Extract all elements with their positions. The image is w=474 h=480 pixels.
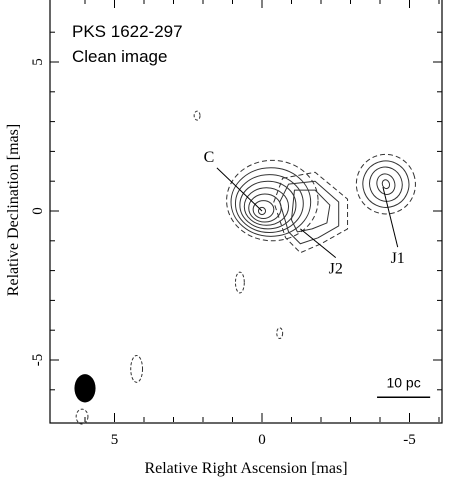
x-tick-label: 5 — [111, 432, 119, 448]
component-label: C — [204, 149, 215, 166]
y-tick-label: -5 — [30, 354, 46, 367]
y-axis-label: Relative Declination [mas] — [5, 124, 22, 296]
j2-contour — [273, 171, 349, 254]
core-contour — [230, 167, 312, 237]
isolated-contour — [276, 327, 284, 340]
component-pointer — [300, 228, 337, 258]
y-tick-label: 0 — [30, 207, 46, 215]
x-tick-label: -5 — [403, 432, 416, 448]
x-tick-label: 0 — [258, 432, 266, 448]
component-pointer — [216, 167, 263, 212]
tick-marks — [50, 0, 442, 422]
core-contour — [243, 187, 290, 226]
isolated-contour — [193, 110, 201, 121]
component-labels: C J2 J1 — [204, 149, 405, 278]
j1-contour — [355, 153, 416, 215]
x-axis-label: Relative Right Ascension [mas] — [144, 460, 347, 477]
y-tick-label: 5 — [30, 58, 46, 66]
core-contour — [234, 174, 304, 233]
j1-contour — [376, 173, 396, 195]
chart-title: PKS 1622-297 — [72, 22, 183, 41]
j2-contour — [291, 189, 331, 233]
j1-contour — [381, 179, 391, 190]
isolated-contour — [130, 355, 144, 383]
j2-contour — [279, 180, 340, 245]
j1-contour — [369, 166, 403, 202]
contour-lines — [75, 110, 416, 425]
tick-labels: 5 0 -5 5 0 -5 — [30, 58, 416, 448]
chart-subtitle: Clean image — [72, 47, 167, 66]
component-label: J1 — [391, 250, 405, 267]
core-contour — [257, 206, 267, 216]
core-contour — [252, 200, 275, 219]
component-label: J2 — [329, 261, 343, 278]
core-contour — [239, 180, 297, 230]
core-contour — [226, 159, 319, 242]
beam-ellipse — [74, 374, 96, 403]
component-pointer — [382, 187, 399, 248]
isolated-contour — [75, 408, 89, 425]
scale-bar-label: 10 pc — [386, 374, 420, 390]
isolated-contour — [234, 271, 245, 294]
j1-contour — [362, 160, 410, 208]
